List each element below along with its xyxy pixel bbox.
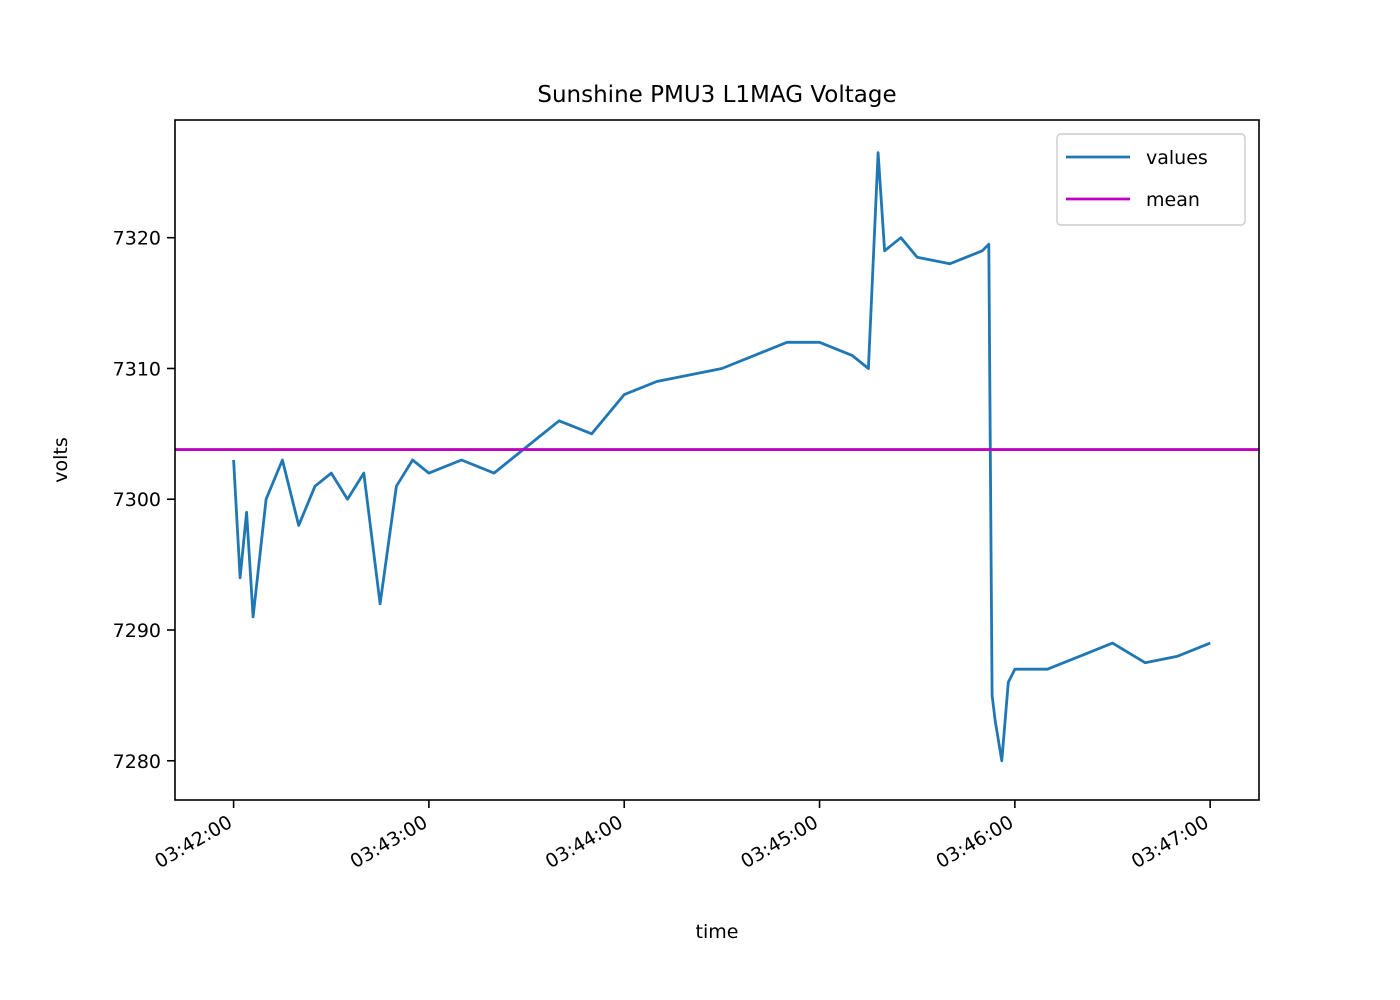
y-axis: 7280 7290 7300 7310 7320 (113, 228, 175, 773)
legend: values mean (1056, 133, 1246, 226)
x-axis: 03:42:00 03:43:00 03:44:00 03:45:00 03:46:00… (151, 800, 1213, 873)
series-line-values (232, 151, 1211, 763)
x-tick-label: 03:47:00 (1128, 811, 1213, 873)
legend-label-mean: mean (1146, 189, 1200, 211)
x-tick-label: 03:44:00 (542, 811, 627, 873)
y-tick-label: 7290 (113, 620, 161, 642)
plot-area (175, 151, 1259, 763)
x-tick-label: 03:43:00 (347, 811, 432, 873)
x-tick-label: 03:46:00 (932, 811, 1017, 873)
legend-label-values: values (1146, 147, 1208, 169)
x-tick-label: 03:45:00 (737, 811, 822, 873)
chart-title: Sunshine PMU3 L1MAG Voltage (537, 82, 896, 108)
y-tick-label: 7280 (113, 751, 161, 773)
y-tick-label: 7320 (113, 228, 161, 250)
x-tick-label: 03:42:00 (151, 811, 236, 873)
y-tick-label: 7310 (113, 358, 161, 380)
y-tick-label: 7300 (113, 489, 161, 511)
y-axis-label: volts (50, 437, 72, 483)
axes-frame (174, 119, 1260, 801)
x-axis-label: time (696, 921, 739, 943)
